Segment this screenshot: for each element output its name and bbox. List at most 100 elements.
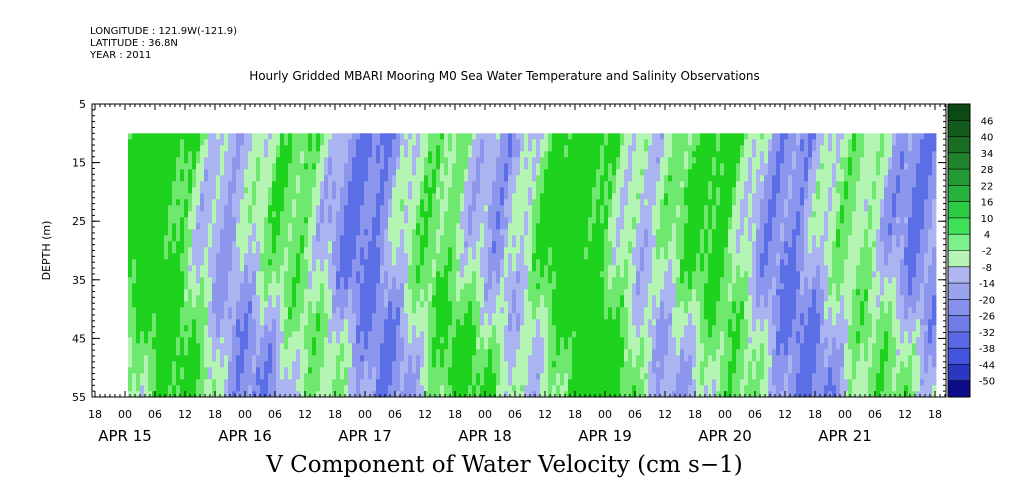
- heatmap-cell: [544, 385, 549, 392]
- heatmap-cell: [432, 169, 437, 176]
- heatmap-cell: [272, 157, 277, 164]
- heatmap-cell: [172, 337, 177, 344]
- heatmap-cell: [284, 319, 289, 326]
- heatmap-cell: [212, 313, 217, 320]
- heatmap-cell: [388, 247, 393, 254]
- heatmap-cell: [496, 349, 501, 356]
- heatmap-cell: [348, 307, 353, 314]
- heatmap-cell: [384, 385, 389, 392]
- heatmap-cell: [400, 229, 405, 236]
- heatmap-cell: [212, 385, 217, 392]
- heatmap-cell: [196, 391, 201, 398]
- heatmap-cell: [172, 181, 177, 188]
- heatmap-cell: [136, 379, 141, 386]
- heatmap-cell: [288, 193, 293, 200]
- heatmap-cell: [536, 271, 541, 278]
- heatmap-cell: [376, 283, 381, 290]
- heatmap-cell: [340, 133, 345, 140]
- heatmap-cell: [324, 205, 329, 212]
- heatmap-cell: [372, 139, 377, 146]
- heatmap-cell: [412, 307, 417, 314]
- heatmap-cell: [336, 271, 341, 278]
- heatmap-cell: [412, 187, 417, 194]
- heatmap-cell: [156, 367, 161, 374]
- heatmap-cell: [160, 307, 165, 314]
- heatmap-cell: [168, 373, 173, 380]
- heatmap-cell: [440, 325, 445, 332]
- heatmap-cell: [516, 355, 521, 362]
- heatmap-cell: [460, 247, 465, 254]
- heatmap-cell: [236, 169, 241, 176]
- heatmap-cell: [404, 145, 409, 152]
- heatmap-cell: [336, 301, 341, 308]
- heatmap-cell: [544, 367, 549, 374]
- heatmap-cell: [356, 313, 361, 320]
- heatmap-cell: [452, 265, 457, 272]
- heatmap-cell: [372, 379, 377, 386]
- heatmap-cell: [456, 325, 461, 332]
- heatmap-cell: [132, 367, 137, 374]
- heatmap-cell: [544, 259, 549, 266]
- heatmap-cell: [316, 319, 321, 326]
- heatmap-cell: [380, 331, 385, 338]
- heatmap-cell: [220, 157, 225, 164]
- heatmap-cell: [568, 289, 573, 296]
- heatmap-cell: [472, 205, 477, 212]
- heatmap-cell: [208, 301, 213, 308]
- heatmap-cell: [228, 229, 233, 236]
- heatmap-cell: [296, 211, 301, 218]
- heatmap-cell: [496, 325, 501, 332]
- heatmap-cell: [512, 151, 517, 158]
- heatmap-cell: [180, 379, 185, 386]
- heatmap-cell: [392, 379, 397, 386]
- heatmap-cell: [424, 295, 429, 302]
- heatmap-cell: [456, 235, 461, 242]
- heatmap-cell: [332, 241, 337, 248]
- heatmap-cell: [548, 319, 553, 326]
- heatmap-cell: [176, 283, 181, 290]
- heatmap-cell: [168, 253, 173, 260]
- heatmap-cell: [148, 367, 153, 374]
- heatmap-cell: [168, 313, 173, 320]
- heatmap-cell: [576, 211, 581, 218]
- heatmap-cell: [508, 355, 513, 362]
- heatmap-cell: [456, 175, 461, 182]
- heatmap-cell: [344, 367, 349, 374]
- heatmap-cell: [232, 367, 237, 374]
- heatmap-cell: [536, 379, 541, 386]
- heatmap-cell: [448, 253, 453, 260]
- heatmap-cell: [156, 391, 161, 398]
- heatmap-cell: [536, 253, 541, 260]
- heatmap-cell: [384, 283, 389, 290]
- heatmap-cell: [188, 235, 193, 242]
- heatmap-cell: [500, 181, 505, 188]
- year-label: YEAR : 2011: [90, 50, 152, 61]
- heatmap-cell: [204, 205, 209, 212]
- heatmap-cell: [384, 349, 389, 356]
- heatmap-cell: [524, 259, 529, 266]
- heatmap-cell: [180, 259, 185, 266]
- heatmap-cell: [556, 355, 561, 362]
- heatmap-cell: [500, 247, 505, 254]
- heatmap-cell: [500, 295, 505, 302]
- heatmap-cell: [420, 301, 425, 308]
- heatmap-cell: [552, 379, 557, 386]
- heatmap-cell: [296, 205, 301, 212]
- heatmap-cell: [436, 313, 441, 320]
- heatmap-cell: [396, 313, 401, 320]
- heatmap-cell: [216, 199, 221, 206]
- heatmap-cell: [552, 163, 557, 170]
- heatmap-cell: [444, 193, 449, 200]
- heatmap-cell: [504, 289, 509, 296]
- heatmap-cell: [340, 307, 345, 314]
- heatmap-cell: [200, 343, 205, 350]
- heatmap-cell: [136, 319, 141, 326]
- heatmap-cell: [412, 331, 417, 338]
- heatmap-cell: [512, 193, 517, 200]
- heatmap-cell: [288, 331, 293, 338]
- heatmap-cell: [488, 277, 493, 284]
- heatmap-cell: [532, 343, 537, 350]
- heatmap-cell: [336, 259, 341, 266]
- heatmap-cell: [432, 199, 437, 206]
- heatmap-cell: [140, 175, 145, 182]
